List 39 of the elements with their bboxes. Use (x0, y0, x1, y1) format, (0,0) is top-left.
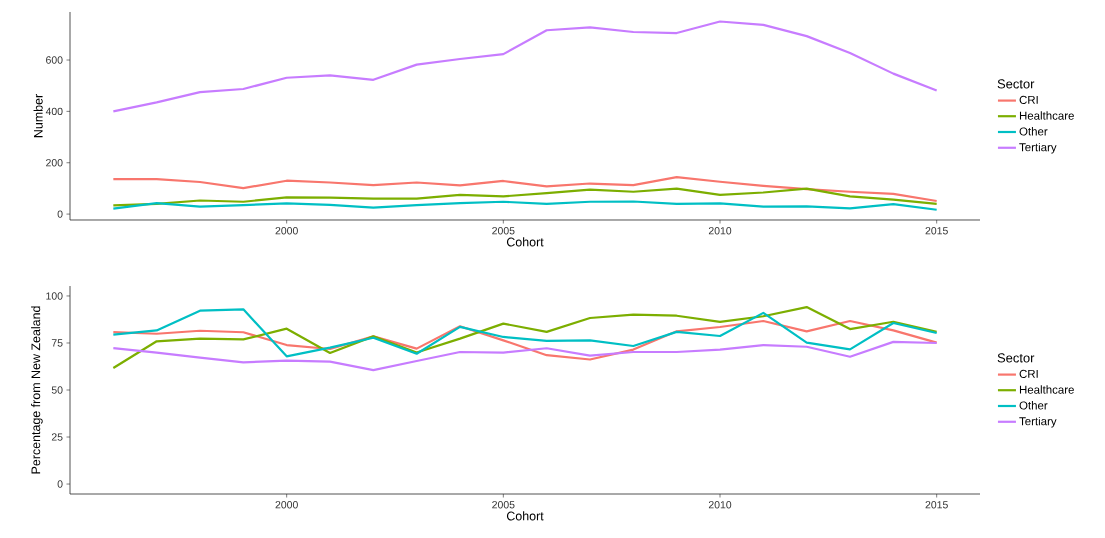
legend-label: Other (1019, 127, 1048, 136)
legend-label: Healthcare (1019, 385, 1074, 394)
x-tick-label: 2015 (925, 227, 948, 235)
line-series (112, 340, 938, 372)
legend-label: Tertiary (1019, 142, 1057, 154)
y-tick-label: 50 (51, 386, 63, 394)
x-axis-title: Cohort (506, 511, 544, 521)
x-tick-label: 2015 (925, 501, 948, 509)
y-tick-label: 75 (51, 339, 63, 347)
y-tick-label: 0 (57, 480, 63, 488)
x-axis-title: Cohort (506, 237, 544, 247)
legend-title: Sector (997, 353, 1035, 363)
legend-label: CRI (1019, 95, 1038, 104)
legend-label: CRI (1019, 369, 1038, 378)
legend-title: Sector (997, 79, 1035, 89)
x-tick-label: 2005 (492, 227, 515, 235)
y-axis-title: Number (33, 94, 43, 138)
x-tick-label: 2010 (708, 227, 732, 235)
line-series (112, 200, 938, 211)
x-tick-label: 2000 (275, 501, 298, 509)
line-series (112, 305, 938, 370)
line-series (112, 319, 938, 361)
y-tick-label: 0 (57, 210, 63, 218)
legend-label: Tertiary (1019, 416, 1057, 428)
line-series (112, 187, 938, 207)
x-tick-label: 2010 (708, 501, 732, 509)
y-tick-label: 25 (51, 433, 63, 441)
line-series (112, 308, 938, 358)
y-tick-label: 600 (46, 56, 63, 64)
y-tick-label: 400 (45, 107, 63, 116)
y-axis-title: Percentage from New Zealand (31, 306, 43, 474)
x-tick-label: 2005 (492, 501, 515, 509)
legend-label: Healthcare (1019, 111, 1074, 120)
x-tick-label: 2000 (275, 227, 298, 235)
line-series (112, 20, 938, 113)
y-tick-label: 200 (46, 159, 63, 167)
legend-label: Other (1019, 401, 1048, 410)
line-series (112, 176, 938, 203)
y-tick-label: 100 (46, 292, 63, 300)
